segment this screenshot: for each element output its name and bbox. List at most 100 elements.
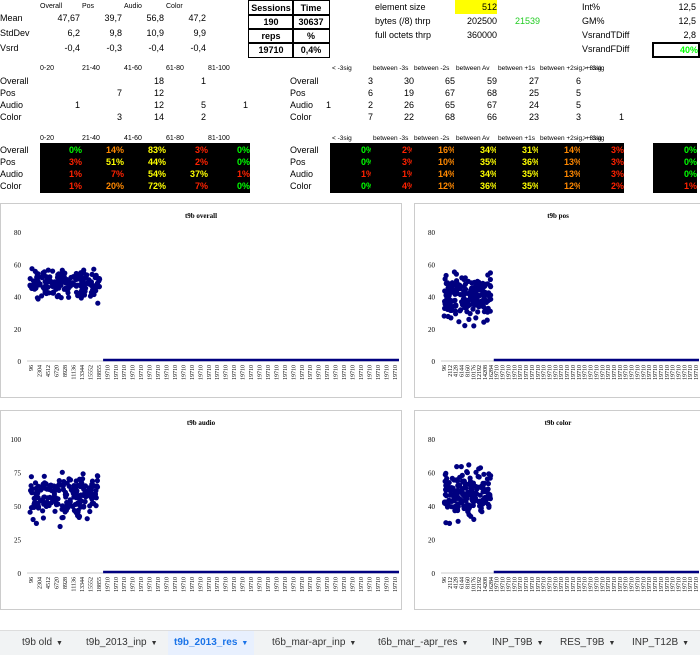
count-value[interactable]: 12 <box>153 100 164 110</box>
sigma-header[interactable]: between +2sig, +3sig <box>540 135 602 142</box>
sheet-tab[interactable]: INP_T12B ▼ <box>626 631 695 655</box>
sigma-count-value[interactable]: 65 <box>444 76 455 86</box>
sigma-header[interactable]: between -3s <box>373 135 409 142</box>
row-label[interactable]: Pos <box>0 88 16 98</box>
sigma-header[interactable]: between -2s <box>414 65 450 72</box>
stats-header[interactable]: Audio <box>124 3 142 10</box>
row-label[interactable]: Audio <box>0 169 24 179</box>
range-header[interactable]: 0-20 <box>40 135 55 142</box>
stats-value[interactable]: 39,7 <box>104 13 122 23</box>
chevron-down-icon[interactable]: ▼ <box>608 640 616 647</box>
range-header[interactable]: 21-40 <box>82 135 100 142</box>
percent-value[interactable]: 1% <box>40 179 82 193</box>
stats-row-label[interactable]: Mean <box>0 13 23 23</box>
row-label[interactable]: Pos <box>0 157 16 167</box>
sigma-percent-value[interactable]: 1% <box>653 179 697 193</box>
row-label[interactable]: Color <box>0 181 22 191</box>
right-param-value[interactable]: 12,5 <box>678 16 696 26</box>
stats-row-label[interactable]: Vsrd <box>0 43 19 53</box>
sigma-count-value[interactable]: 68 <box>444 112 455 122</box>
stats-value[interactable]: -0,4 <box>190 43 206 53</box>
param-value[interactable]: 202500 <box>466 16 497 26</box>
percent-value[interactable]: 0% <box>40 143 82 157</box>
sheet-tab[interactable]: t9b_2013_inp ▼ <box>80 631 164 655</box>
count-value[interactable]: 14 <box>153 112 164 122</box>
percent-value[interactable]: 7% <box>82 167 124 181</box>
time-value[interactable]: 30637 <box>292 14 330 30</box>
range-header[interactable]: 41-60 <box>124 65 142 72</box>
param-value[interactable]: 512 <box>455 0 497 14</box>
sigma-header[interactable]: < -3sig <box>332 135 352 142</box>
sessions-value[interactable]: 190 <box>248 14 294 30</box>
sigma-count-value[interactable]: 67 <box>486 100 497 110</box>
percent-value[interactable]: 0% <box>208 179 250 193</box>
reps-value[interactable]: 19710 <box>248 42 294 58</box>
sigma-count-value[interactable]: 23 <box>528 112 539 122</box>
percent-value[interactable]: 7% <box>166 179 208 193</box>
sigma-percent-value[interactable]: 13% <box>538 167 582 181</box>
right-param-label[interactable]: Int% <box>582 2 601 12</box>
sigma-count-value[interactable]: 1 <box>325 100 331 110</box>
sigma-header[interactable]: between Av <box>456 65 490 72</box>
row-label[interactable]: Pos <box>290 157 306 167</box>
stats-value[interactable]: 9,9 <box>193 28 206 38</box>
sigma-percent-value[interactable]: 1% <box>371 167 415 181</box>
range-header[interactable]: 81-100 <box>208 65 230 72</box>
percent-header[interactable]: % <box>292 28 330 44</box>
sigma-header[interactable]: > +3sig <box>583 135 605 142</box>
count-value[interactable]: 18 <box>153 76 164 86</box>
sigma-count-value[interactable]: 67 <box>444 88 455 98</box>
sigma-percent-value[interactable]: 3% <box>580 143 624 157</box>
stats-header[interactable]: Pos <box>82 3 95 10</box>
chevron-down-icon[interactable]: ▼ <box>682 640 690 647</box>
sigma-percent-value[interactable]: 35% <box>496 167 540 181</box>
sigma-count-value[interactable]: 66 <box>486 112 497 122</box>
percent-value[interactable]: 72% <box>124 179 166 193</box>
percent-value[interactable]: 0% <box>208 155 250 169</box>
sigma-percent-value[interactable]: 2% <box>371 143 415 157</box>
count-value[interactable] <box>208 110 248 124</box>
stats-value[interactable]: -0,4 <box>64 43 80 53</box>
row-label[interactable]: Color <box>0 112 22 122</box>
sigma-percent-value[interactable]: 34% <box>454 143 498 157</box>
sigma-percent-value[interactable]: 0% <box>330 179 374 193</box>
sigma-count-value[interactable]: 59 <box>486 76 497 86</box>
sigma-count-value[interactable]: 30 <box>403 76 414 86</box>
right-param-label[interactable]: VsrandFDiff <box>582 44 630 54</box>
percent-value[interactable]: 51% <box>82 155 124 169</box>
param-value[interactable]: 360000 <box>466 30 497 40</box>
percent-value[interactable]: 44% <box>124 155 166 169</box>
sigma-percent-value[interactable]: 3% <box>371 155 415 169</box>
row-label[interactable]: Audio <box>290 100 314 110</box>
count-value[interactable]: 3 <box>116 112 122 122</box>
right-param-label[interactable]: GM% <box>582 16 605 26</box>
sigma-percent-value[interactable]: 12% <box>538 179 582 193</box>
sigma-percent-value[interactable]: 0% <box>653 143 697 157</box>
sigma-count-value[interactable] <box>290 110 331 124</box>
sigma-header[interactable]: between Av <box>456 135 490 142</box>
sigma-percent-value[interactable]: 36% <box>496 155 540 169</box>
row-label[interactable]: Overall <box>0 76 29 86</box>
sigma-percent-value[interactable]: 0% <box>653 167 697 181</box>
row-label[interactable]: Color <box>290 181 312 191</box>
right-param-label[interactable]: VsrandTDiff <box>582 30 630 40</box>
sigma-header[interactable]: between -3s <box>373 65 409 72</box>
sigma-percent-value[interactable]: 3% <box>580 155 624 169</box>
sigma-header[interactable]: between +1s <box>498 65 536 72</box>
sigma-percent-value[interactable]: 14% <box>538 143 582 157</box>
chevron-down-icon[interactable]: ▼ <box>536 640 544 647</box>
sigma-count-value[interactable]: 5 <box>575 100 581 110</box>
row-label[interactable]: Overall <box>0 145 29 155</box>
percent-value[interactable]: 2% <box>166 155 208 169</box>
sessions-header[interactable]: Sessions <box>248 0 294 16</box>
chevron-down-icon[interactable]: ▼ <box>241 640 249 647</box>
sigma-percent-value[interactable]: 0% <box>330 143 374 157</box>
sheet-tab[interactable]: RES_T9B ▼ <box>554 631 621 655</box>
row-label[interactable]: Overall <box>290 76 319 86</box>
sigma-count-value[interactable]: 65 <box>444 100 455 110</box>
range-header[interactable]: 81-100 <box>208 135 230 142</box>
sigma-count-value[interactable]: 6 <box>367 88 373 98</box>
stats-value[interactable]: 6,2 <box>67 28 80 38</box>
count-value[interactable]: 1 <box>242 100 248 110</box>
percent-value[interactable]: 3% <box>166 143 208 157</box>
